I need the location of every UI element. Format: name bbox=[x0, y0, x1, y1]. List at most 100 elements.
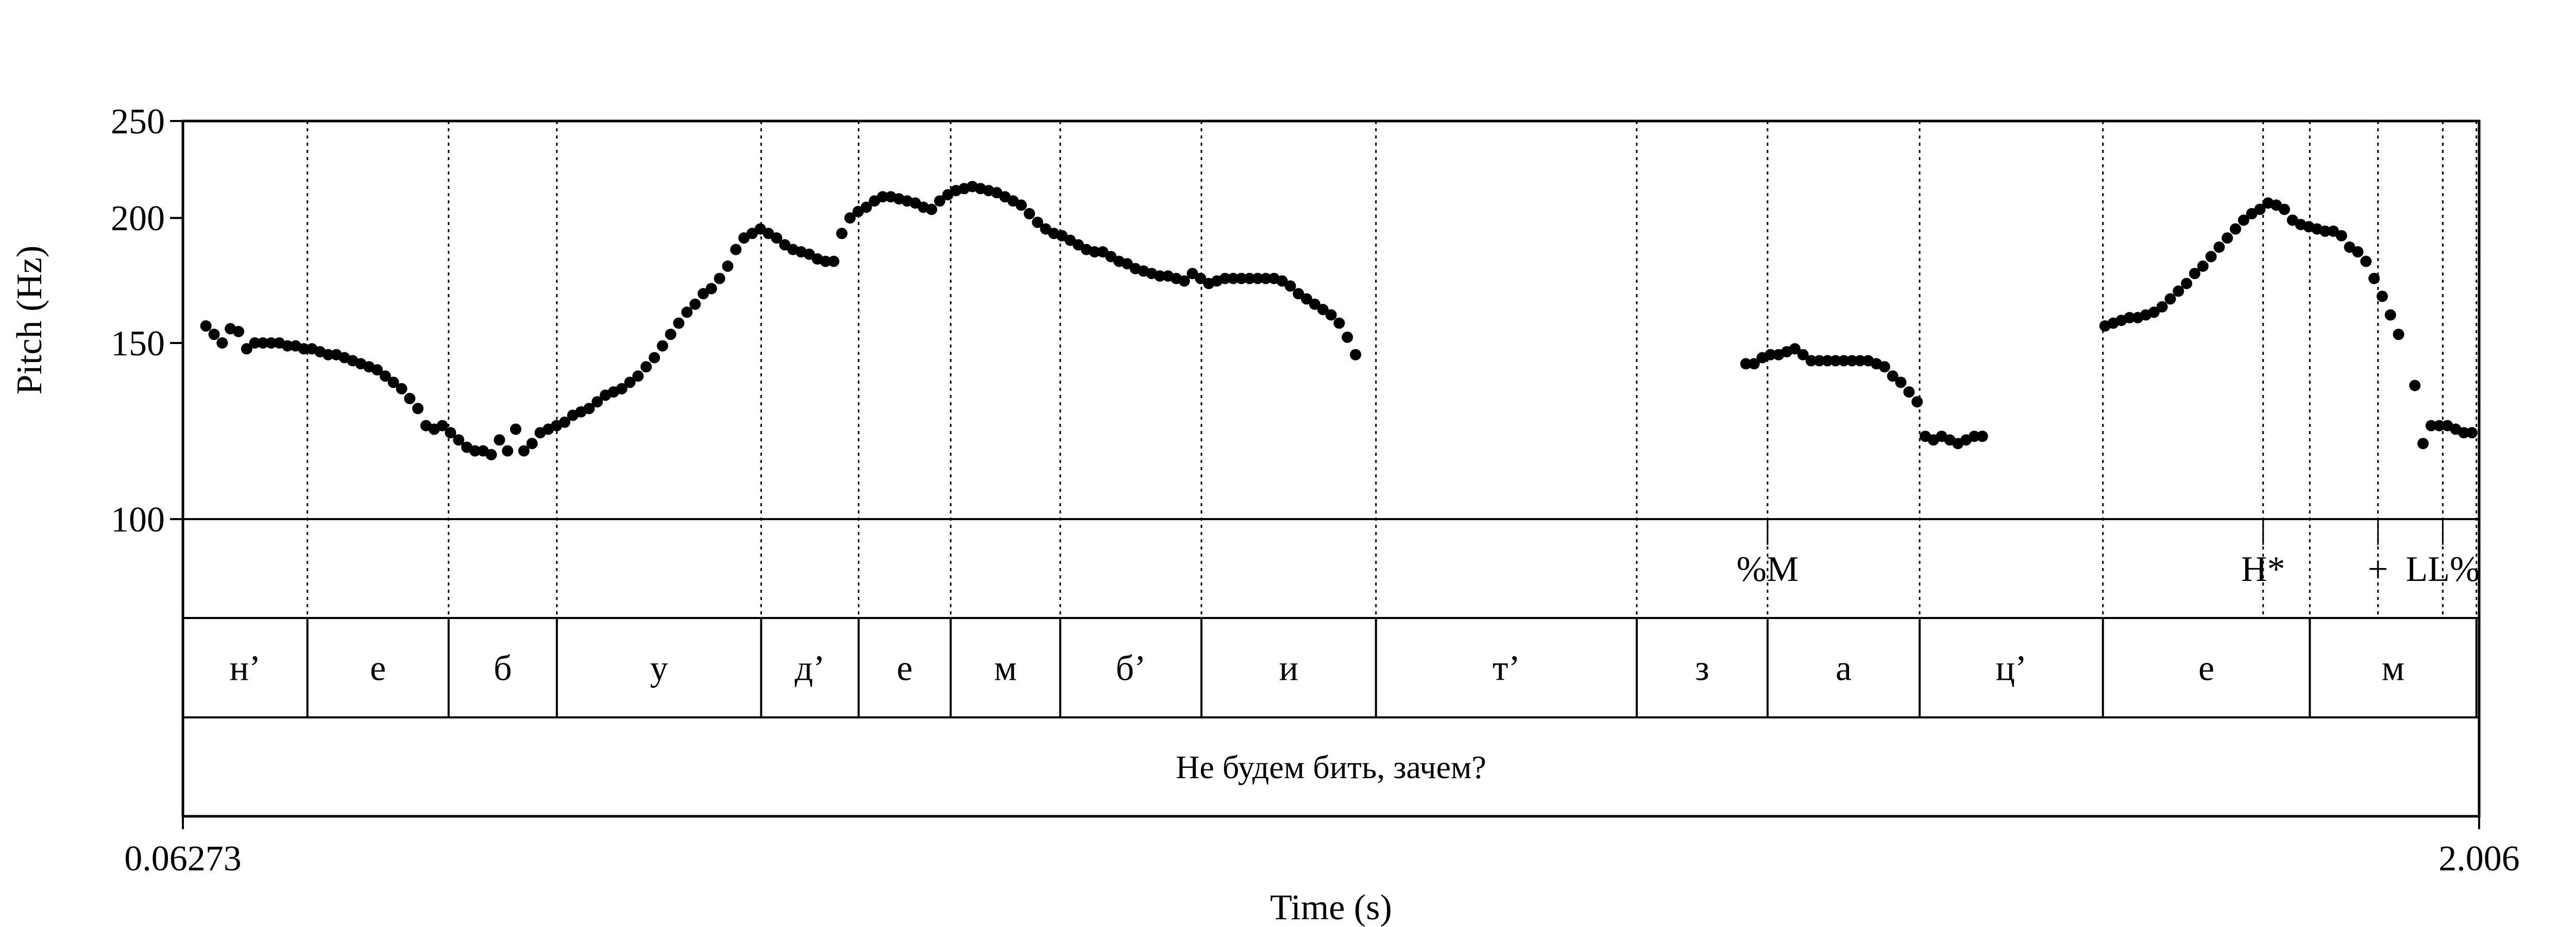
y-tick-label: 100 bbox=[111, 500, 165, 540]
tone-label: LL% bbox=[2405, 550, 2480, 589]
pitch-point bbox=[820, 255, 832, 267]
pitch-point bbox=[2148, 306, 2160, 318]
phone-label: д’ bbox=[795, 649, 825, 689]
pitch-point bbox=[257, 337, 269, 349]
pitch-point bbox=[656, 340, 668, 352]
pitch-point bbox=[404, 392, 416, 404]
pitch-point bbox=[2433, 420, 2445, 432]
pitch-point bbox=[2368, 272, 2380, 284]
phone-label: е bbox=[370, 649, 386, 689]
pitch-point bbox=[681, 306, 693, 318]
pitch-point bbox=[2352, 246, 2364, 258]
pitch-point bbox=[1976, 431, 1988, 442]
pitch-point bbox=[379, 370, 391, 382]
pitch-point bbox=[665, 329, 676, 340]
pitch-point bbox=[1276, 275, 1288, 287]
pitch-point bbox=[828, 255, 840, 267]
pitch-point bbox=[934, 195, 945, 207]
pitch-point bbox=[1789, 343, 1801, 355]
pitch-point bbox=[2384, 309, 2396, 321]
pitch-point bbox=[1878, 361, 1890, 373]
pitch-point bbox=[2189, 268, 2200, 280]
pitch-point bbox=[1911, 396, 1923, 408]
pitch-point bbox=[1309, 298, 1320, 310]
pitch-point bbox=[1887, 370, 1899, 382]
pitch-point bbox=[371, 364, 383, 376]
pitch-point bbox=[1284, 280, 1296, 292]
pitch-point bbox=[2279, 203, 2290, 215]
pitch-point bbox=[298, 343, 310, 355]
pitch-point bbox=[1765, 349, 1776, 360]
pitch-point bbox=[877, 191, 889, 203]
pitch-point bbox=[2344, 241, 2355, 253]
pitch-point bbox=[1089, 246, 1100, 258]
pitch-point bbox=[559, 416, 570, 428]
x-axis: 0.06273 2.006 Time (s) bbox=[124, 816, 2520, 927]
pitch-point bbox=[1805, 355, 1817, 367]
tone-tier: %M H* + LL% bbox=[1737, 519, 2480, 589]
pitch-point bbox=[632, 370, 644, 382]
pitch-point bbox=[1814, 355, 1825, 367]
pitch-point bbox=[803, 248, 815, 260]
outer-frame bbox=[181, 119, 2481, 818]
y-tick-label: 250 bbox=[111, 102, 165, 142]
pitch-point bbox=[2319, 225, 2331, 237]
pitch-point bbox=[926, 203, 938, 215]
pitch-point bbox=[1301, 293, 1313, 305]
phone-label: е bbox=[896, 649, 912, 689]
pitch-point bbox=[714, 272, 725, 284]
pitch-point bbox=[1178, 275, 1190, 287]
pitch-point bbox=[2254, 203, 2266, 215]
phone-label: н’ bbox=[229, 649, 261, 689]
pitch-point bbox=[494, 434, 505, 446]
x-tick-label-end: 2.006 bbox=[2438, 839, 2520, 879]
pitch-point bbox=[281, 340, 293, 352]
pitch-point bbox=[860, 201, 872, 213]
phone-label: б’ bbox=[1115, 649, 1146, 689]
pitch-point bbox=[1154, 270, 1166, 282]
phone-label: б bbox=[494, 649, 512, 689]
pitch-point bbox=[2197, 260, 2209, 272]
pitch-point bbox=[1252, 272, 1264, 284]
pitch-point bbox=[2335, 230, 2347, 242]
pitch-point bbox=[1260, 272, 1272, 284]
pitch-point bbox=[502, 445, 514, 457]
x-axis-label: Time (s) bbox=[1270, 888, 1392, 927]
pitch-point bbox=[624, 376, 636, 388]
pitch-point bbox=[2458, 427, 2470, 439]
pitch-point bbox=[436, 420, 448, 432]
pitch-point bbox=[249, 337, 261, 349]
pitch-point bbox=[1293, 288, 1304, 300]
pitch-point bbox=[1797, 349, 1809, 360]
pitch-point bbox=[1829, 355, 1841, 367]
chart-frame bbox=[181, 119, 2481, 818]
pitch-point bbox=[1333, 317, 1345, 329]
y-tick-label: 150 bbox=[111, 324, 165, 364]
tone-label: H* bbox=[2241, 550, 2285, 589]
pitch-point bbox=[2181, 278, 2193, 289]
pitch-point bbox=[1317, 304, 1329, 315]
phone-tier: н’ е б у д’ е м б’ и т’ з а ц’ е м bbox=[229, 618, 2478, 717]
pitch-point bbox=[1219, 272, 1231, 284]
pitch-point bbox=[526, 438, 538, 450]
pitch-point bbox=[1854, 355, 1866, 367]
pitch-point bbox=[485, 449, 497, 460]
pitch-point bbox=[1895, 376, 1907, 388]
pitch-point bbox=[1740, 358, 1752, 370]
pitch-point bbox=[689, 298, 701, 310]
pitch-point bbox=[649, 352, 660, 364]
y-axis: 100 150 200 250 bbox=[111, 102, 183, 540]
y-axis-label: Pitch (Hz) bbox=[10, 246, 49, 395]
pitch-point bbox=[2173, 285, 2184, 297]
phone-label: а bbox=[1836, 649, 1852, 689]
pitch-point bbox=[705, 283, 717, 295]
pitch-point bbox=[2205, 251, 2217, 263]
pitch-point bbox=[1342, 331, 1353, 343]
pitch-point bbox=[2393, 329, 2404, 340]
pitch-point bbox=[1244, 272, 1256, 284]
pitch-point bbox=[518, 445, 530, 457]
pitch-point bbox=[396, 383, 408, 394]
